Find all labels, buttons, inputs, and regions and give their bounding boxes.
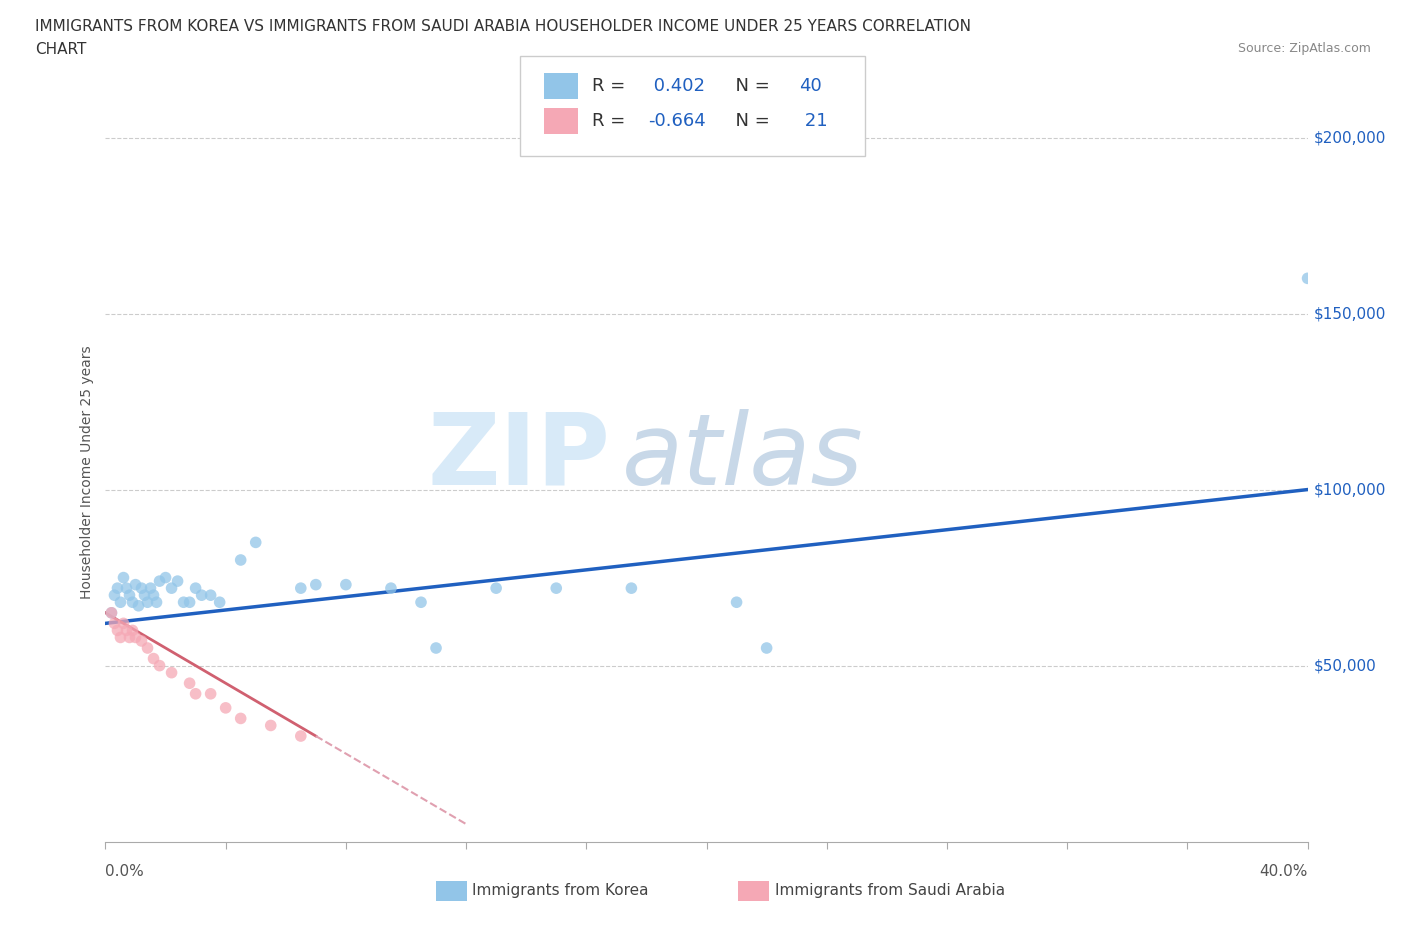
Point — [115, 580, 138, 595]
Text: N =: N = — [724, 112, 776, 130]
Point — [425, 641, 447, 656]
Point — [121, 623, 143, 638]
Point — [118, 630, 141, 644]
Point — [245, 535, 267, 550]
Point — [184, 580, 207, 595]
Point — [103, 588, 125, 603]
Point — [110, 630, 132, 644]
Point — [485, 580, 508, 595]
Point — [229, 711, 252, 725]
Point — [179, 676, 201, 691]
Point — [184, 686, 207, 701]
Point — [131, 633, 153, 648]
Text: R =: R = — [592, 112, 631, 130]
Point — [290, 728, 312, 743]
Point — [229, 552, 252, 567]
Point — [100, 605, 122, 620]
Point — [136, 595, 159, 610]
Text: Immigrants from Korea: Immigrants from Korea — [472, 884, 650, 898]
Text: 0.0%: 0.0% — [105, 864, 145, 879]
Point — [409, 595, 432, 610]
Text: 0.402: 0.402 — [648, 76, 706, 95]
Point — [110, 595, 132, 610]
Point — [107, 623, 129, 638]
Text: -0.664: -0.664 — [648, 112, 706, 130]
Point — [755, 641, 778, 656]
Point — [142, 651, 165, 666]
Point — [546, 580, 568, 595]
Text: 21: 21 — [799, 112, 827, 130]
Point — [305, 578, 328, 592]
Point — [380, 580, 402, 595]
Point — [335, 578, 357, 592]
Text: ZIP: ZIP — [427, 408, 610, 506]
Text: 40: 40 — [799, 76, 821, 95]
Point — [200, 686, 222, 701]
Point — [260, 718, 283, 733]
Point — [155, 570, 177, 585]
Point — [1296, 271, 1319, 286]
Y-axis label: Householder Income Under 25 years: Householder Income Under 25 years — [80, 345, 94, 599]
Point — [148, 574, 170, 589]
Point — [139, 580, 162, 595]
Text: CHART: CHART — [35, 42, 87, 57]
Point — [179, 595, 201, 610]
Point — [112, 570, 135, 585]
Point — [128, 598, 150, 613]
Text: $200,000: $200,000 — [1313, 130, 1386, 145]
Point — [145, 595, 167, 610]
Text: 40.0%: 40.0% — [1260, 864, 1308, 879]
Text: Source: ZipAtlas.com: Source: ZipAtlas.com — [1237, 42, 1371, 55]
Point — [190, 588, 212, 603]
Text: Immigrants from Saudi Arabia: Immigrants from Saudi Arabia — [775, 884, 1005, 898]
Text: $100,000: $100,000 — [1313, 482, 1386, 497]
Text: IMMIGRANTS FROM KOREA VS IMMIGRANTS FROM SAUDI ARABIA HOUSEHOLDER INCOME UNDER 2: IMMIGRANTS FROM KOREA VS IMMIGRANTS FROM… — [35, 19, 972, 33]
Point — [148, 658, 170, 673]
Point — [103, 616, 125, 631]
Point — [208, 595, 231, 610]
Point — [725, 595, 748, 610]
Text: $150,000: $150,000 — [1313, 306, 1386, 321]
Point — [200, 588, 222, 603]
Point — [160, 580, 183, 595]
Point — [620, 580, 643, 595]
Text: atlas: atlas — [623, 408, 865, 506]
Point — [173, 595, 195, 610]
Point — [107, 580, 129, 595]
Point — [290, 580, 312, 595]
Point — [166, 574, 188, 589]
Point — [124, 630, 146, 644]
Point — [112, 616, 135, 631]
Point — [124, 578, 146, 592]
Point — [131, 580, 153, 595]
Point — [100, 605, 122, 620]
Text: N =: N = — [724, 76, 776, 95]
Point — [136, 641, 159, 656]
Point — [121, 595, 143, 610]
Point — [115, 623, 138, 638]
Point — [134, 588, 156, 603]
Text: R =: R = — [592, 76, 631, 95]
Point — [160, 665, 183, 680]
Text: $50,000: $50,000 — [1313, 658, 1376, 673]
Point — [214, 700, 236, 715]
Point — [118, 588, 141, 603]
Point — [142, 588, 165, 603]
